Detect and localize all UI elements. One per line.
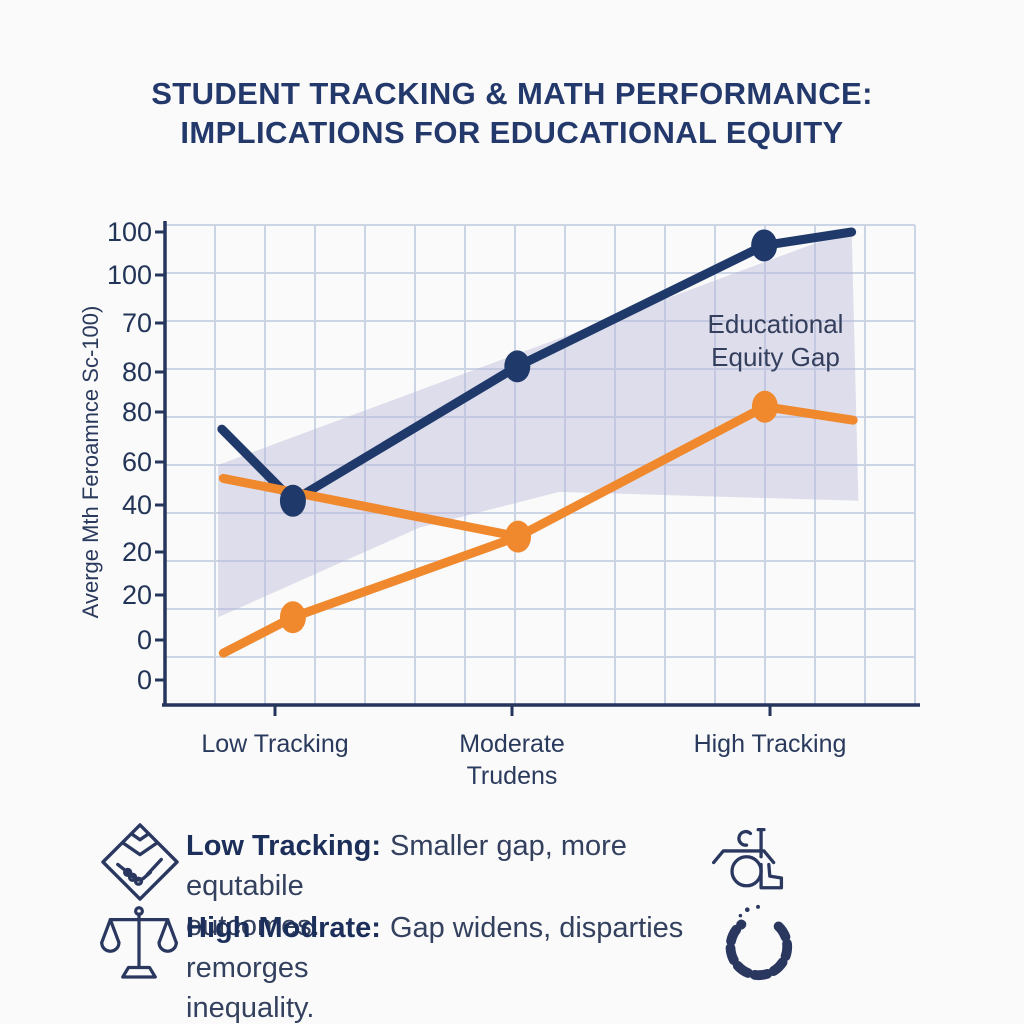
y-tick-label: 0 (136, 625, 152, 655)
legend-desc: outcomes. (186, 910, 320, 942)
legend-desc: inequality. (186, 992, 315, 1024)
legend-desc: Gap widens, disparties remorges (186, 912, 684, 984)
page-title-line1: STUDENT TRACKING & MATH PERFORMANCE: (151, 76, 873, 111)
y-tick-label: 60 (121, 447, 152, 477)
legend-desc: Smaller gap, more equtabile (186, 830, 627, 902)
legend-line: inequality. (186, 988, 746, 1024)
handshake-icon (101, 823, 179, 901)
y-axis-title: Averge Mth Feroamnce Sc-100) (78, 305, 103, 619)
y-tick-label: 20 (121, 537, 152, 567)
x-tick-label: Low Tracking (201, 730, 349, 758)
axes (155, 221, 920, 716)
y-tick-label: 100 (106, 217, 152, 247)
grid-lines (164, 224, 916, 706)
y-tick-label: 100 (106, 260, 152, 290)
x-tick-label: High Tracking (693, 730, 847, 758)
data-points (279, 229, 778, 634)
scales-icon (100, 906, 178, 979)
legend-term: High Modrate: (186, 912, 381, 944)
page-title: STUDENT TRACKING & MATH PERFORMANCE: IMP… (0, 74, 1024, 152)
legend-line: High Modrate: Gap widens, disparties remo… (186, 908, 746, 988)
magnifier-figure-icon (711, 827, 784, 890)
equity-gap-band (218, 229, 859, 618)
equity-gap-annotation: Educational Equity Gap (707, 309, 844, 372)
broken-chain-icon (725, 904, 793, 981)
legend-term: Low Tracking: (186, 830, 381, 862)
legend-item-low-tracking: Low Tracking: Smaller gap, more equtabile… (0, 815, 1024, 942)
x-tick-label: Moderate Trudens (459, 730, 565, 790)
y-tick-label: 80 (121, 357, 152, 387)
y-tick-label: 0 (136, 665, 152, 695)
legend-text-low-tracking: Low Tracking: Smaller gap, more equtabile… (186, 826, 746, 946)
y-tick-label: 80 (121, 397, 152, 427)
y-tick-label: 20 (121, 580, 152, 610)
legend-line: Low Tracking: Smaller gap, more equtabile (186, 826, 746, 906)
legend-line: outcomes. (186, 906, 746, 946)
y-tick-label: 40 (121, 490, 152, 520)
legend-item-high-tracking: High Modrate: Gap widens, disparties remo… (0, 898, 1024, 1024)
y-tick-label: 70 (121, 308, 152, 338)
page-title-line2: IMPLICATIONS FOR EDUCATIONAL EQUITY (180, 115, 844, 150)
legend-text-high-tracking: High Modrate: Gap widens, disparties remo… (186, 908, 746, 1024)
